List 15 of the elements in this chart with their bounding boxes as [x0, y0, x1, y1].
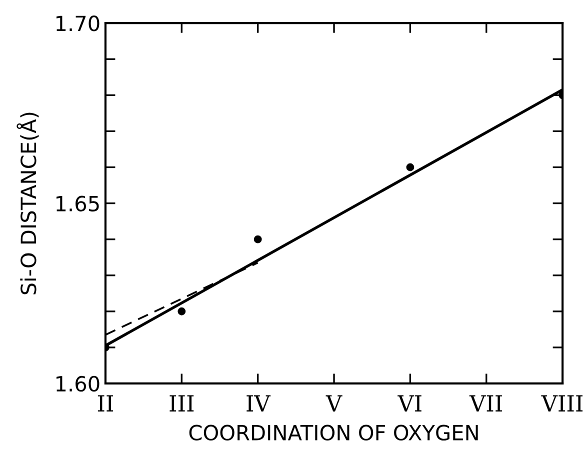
x-axis-title: COORDINATION OF OXYGEN [189, 424, 478, 441]
y-tick-label: 1.70 [56, 16, 100, 32]
x-tick-label: IV [246, 395, 271, 412]
x-tick-label: V [326, 395, 342, 412]
x-tick-label: VIII [541, 395, 583, 412]
y-axis-title: Si-O DISTANCE(Å) [16, 112, 39, 294]
y-tick-label: 1.60 [56, 376, 100, 392]
x-tick-label: II [98, 395, 114, 412]
point [254, 235, 262, 244]
y-tick-label: 1.65 [56, 196, 99, 212]
point [178, 307, 186, 316]
x-tick-label: III [170, 395, 194, 412]
x-tick-label: VI [398, 395, 422, 412]
point [406, 163, 414, 172]
x-tick-label: VII [469, 395, 502, 412]
